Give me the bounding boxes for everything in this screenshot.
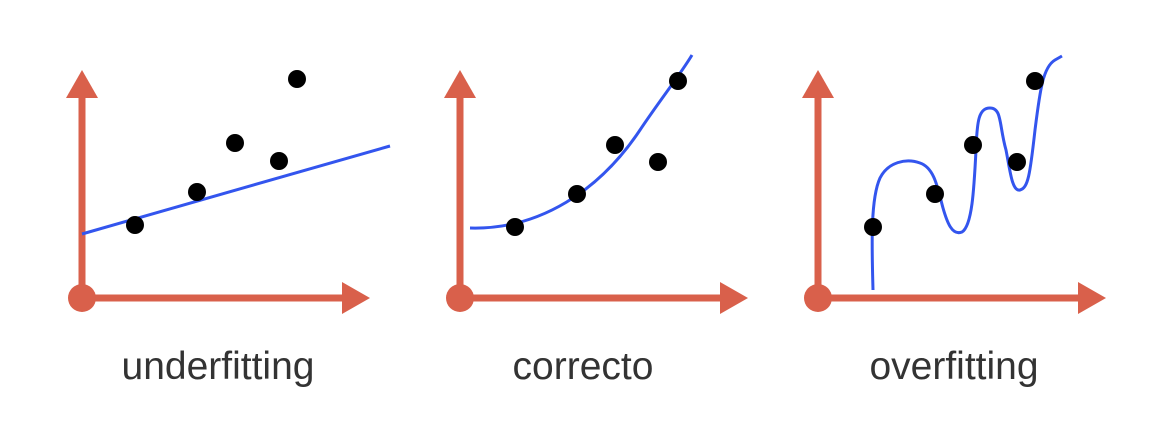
fit-curve-interpolating [870, 54, 1063, 291]
axis-origin [68, 284, 96, 312]
data-point [188, 183, 206, 201]
x-axis-arrowhead [342, 282, 370, 314]
data-point [606, 136, 624, 154]
axes [66, 70, 370, 314]
data-point [568, 185, 586, 203]
data-points [506, 72, 687, 236]
data-point [669, 72, 687, 90]
axes [802, 70, 1106, 314]
fit-curve-polynomial [469, 54, 694, 230]
data-point [270, 152, 288, 170]
caption-correcto: correcto [512, 345, 654, 388]
data-point [226, 134, 244, 152]
x-axis-arrowhead [720, 282, 748, 314]
data-point [864, 218, 882, 236]
data-point [926, 185, 944, 203]
data-point [1008, 153, 1026, 171]
data-point [964, 136, 982, 154]
axes [444, 70, 748, 314]
data-point [506, 218, 524, 236]
axis-origin [804, 284, 832, 312]
data-point [1026, 72, 1044, 90]
panel-underfitting [66, 70, 391, 314]
data-points [864, 72, 1044, 236]
data-point [649, 153, 667, 171]
y-axis-arrowhead [66, 70, 98, 98]
data-point [126, 216, 144, 234]
panel-correcto [444, 54, 748, 314]
y-axis-arrowhead [444, 70, 476, 98]
data-points [126, 70, 306, 234]
data-point [288, 70, 306, 88]
panel-overfitting [802, 54, 1106, 314]
y-axis-arrowhead [802, 70, 834, 98]
caption-overfitting: overfitting [869, 345, 1039, 388]
caption-underfitting: underfitting [121, 345, 315, 388]
x-axis-arrowhead [1078, 282, 1106, 314]
axis-origin [446, 284, 474, 312]
